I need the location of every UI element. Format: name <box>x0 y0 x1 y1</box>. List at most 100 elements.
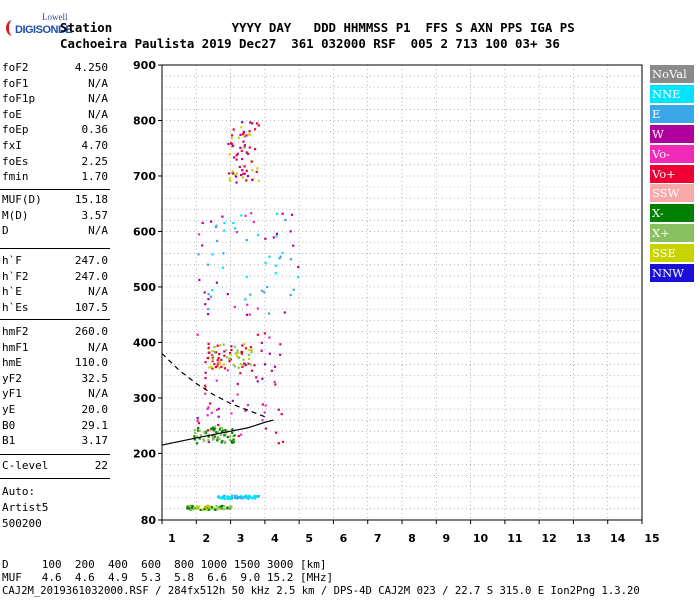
echo-point <box>193 429 196 432</box>
echo-point <box>235 230 238 234</box>
echo-point <box>244 298 247 301</box>
echo-point <box>216 431 219 434</box>
param-row: MUF(D) 15.18 <box>2 192 108 207</box>
echo-point <box>210 365 213 369</box>
echo-point <box>242 130 246 134</box>
echo-point <box>211 355 214 358</box>
echo-point <box>242 140 245 143</box>
echo-point <box>230 505 233 509</box>
echo-point <box>233 365 237 368</box>
param-row: yF2 32.5 <box>2 371 108 386</box>
echo-point <box>216 344 219 347</box>
echo-point <box>235 158 238 161</box>
echo-point <box>230 142 234 146</box>
param-name: M(D) <box>2 208 29 222</box>
echo-point <box>207 263 210 266</box>
autoscale-text: Auto: <box>2 485 36 498</box>
param-value: 15.18 <box>74 193 108 206</box>
param-value: 1.70 <box>81 170 109 184</box>
param-row: foE N/A <box>2 107 108 122</box>
echo-point <box>277 442 280 445</box>
x-tick-label: 12 <box>541 532 556 545</box>
echo-point <box>246 404 250 407</box>
echo-point <box>206 356 209 360</box>
param-name: foF2 <box>2 61 29 74</box>
echo-point <box>239 372 242 375</box>
legend-item: X+ <box>650 224 694 243</box>
echo-point <box>255 376 258 379</box>
x-tick-label: 8 <box>408 532 416 545</box>
separator <box>0 319 110 320</box>
echo-point <box>281 212 284 215</box>
echo-point <box>199 434 203 437</box>
echo-point <box>246 174 250 178</box>
echo-point <box>233 305 236 308</box>
param-value: 0.36 <box>81 123 109 137</box>
echo-point <box>241 365 244 369</box>
echo-point <box>213 350 216 353</box>
separator <box>0 248 110 249</box>
echo-point <box>218 438 221 441</box>
echo-point <box>226 506 229 509</box>
echo-point <box>289 293 292 297</box>
echo-point <box>235 352 238 355</box>
legend-item: W <box>650 124 694 143</box>
echo-point <box>226 435 229 439</box>
echo-point <box>205 504 208 508</box>
echo-point <box>215 408 219 412</box>
param-row: B0 29.1 <box>2 418 108 433</box>
echo-point <box>247 362 250 365</box>
x-tick-label: 1 <box>168 532 176 545</box>
echo-point <box>210 506 213 509</box>
echo-point <box>218 366 221 370</box>
echo-point <box>220 358 223 362</box>
echo-point <box>240 149 243 152</box>
echo-point <box>237 496 240 499</box>
echo-point <box>209 402 212 405</box>
legend-item: SSE <box>650 244 694 263</box>
echo-point <box>226 369 229 372</box>
y-tick-label: 80 <box>141 514 157 527</box>
echo-point <box>237 136 240 139</box>
param-value: 22 <box>94 459 108 472</box>
echo-point <box>253 494 256 497</box>
echo-point <box>218 362 221 365</box>
echo-point <box>197 422 201 425</box>
echo-point <box>209 295 213 298</box>
echo-point <box>219 433 223 436</box>
echo-point <box>217 423 220 427</box>
echo-point <box>239 363 242 366</box>
echo-point <box>228 438 232 441</box>
echo-point <box>237 366 240 369</box>
echo-point <box>203 439 206 443</box>
echo-point <box>236 349 239 352</box>
param-row: foF1p N/A <box>2 91 108 106</box>
echo-point <box>274 383 277 386</box>
echo-point <box>207 298 210 301</box>
x-tick-label: 10 <box>473 532 489 545</box>
echo-point <box>226 497 230 500</box>
echo-point <box>206 414 209 417</box>
param-name: MUF(D) <box>2 193 42 206</box>
echo-point <box>195 442 199 445</box>
logo-swoosh-icon <box>6 20 19 36</box>
legend-item: E <box>650 104 694 123</box>
echo-point <box>230 412 233 415</box>
echo-point <box>297 265 300 269</box>
echo-point <box>211 438 214 441</box>
echo-point <box>268 352 271 355</box>
param-name: foEs <box>2 154 29 168</box>
echo-point <box>245 313 249 316</box>
echo-point <box>211 289 214 292</box>
x-tick-label: 7 <box>374 532 382 545</box>
echo-point <box>237 356 240 360</box>
x-tick-label: 4 <box>271 532 279 545</box>
param-name: yE <box>2 403 16 416</box>
echo-point <box>241 169 244 172</box>
echo-point <box>210 353 214 357</box>
echo-point <box>201 244 204 247</box>
param-value: N/A <box>88 107 108 121</box>
echo-point <box>256 167 259 170</box>
echo-point <box>202 508 205 511</box>
